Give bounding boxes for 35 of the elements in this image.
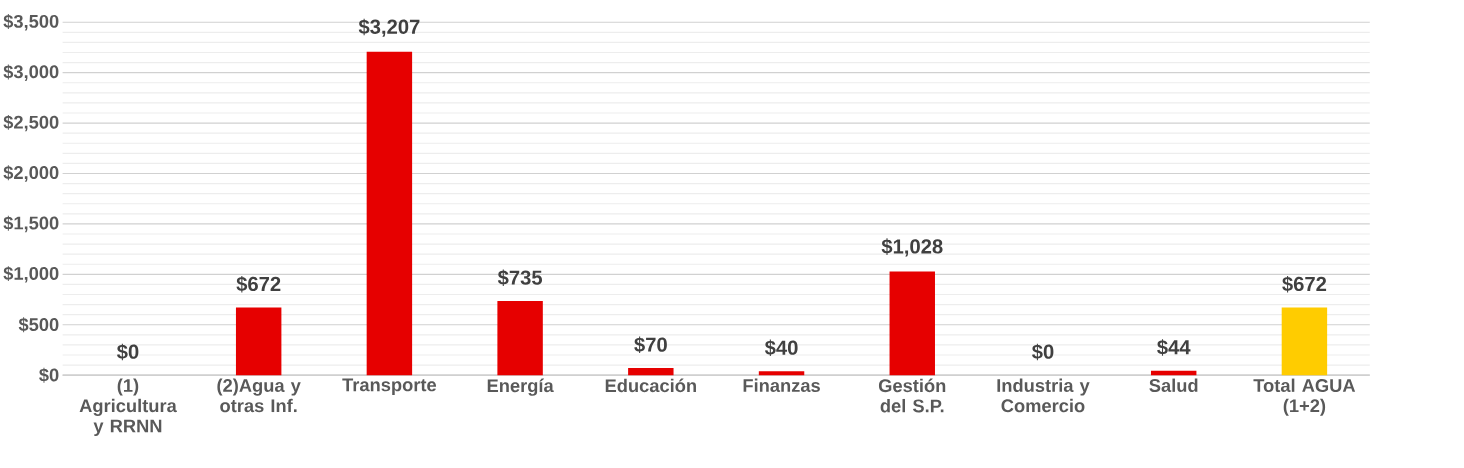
y-tick-label: $0 [39,367,59,383]
x-tick-label: Educación [605,378,696,393]
bar [497,301,543,376]
bar [889,271,935,376]
y-tick-label: $2,500 [3,114,59,132]
data-label: $3,207 [358,18,420,37]
bar [1281,307,1328,376]
data-label: $40 [764,339,798,357]
x-tick-label: (2)Agua y otras Inf. [217,378,301,413]
y-tick-label: $3,000 [3,64,59,81]
data-label: $1,028 [881,238,943,257]
data-label: $70 [634,336,667,354]
x-tick-label: Total AGUA (1+2) [1253,378,1356,416]
x-tick-label: Salud [1149,378,1198,393]
y-tick-label: $1,500 [3,215,59,233]
x-tick-label: Industria y Comercio [997,378,1090,413]
y-tick-label: $3,500 [3,14,59,31]
x-tick-label: Gestión del S.P. [878,378,946,413]
y-tick-label: $500 [18,317,59,333]
data-label: $672 [1282,275,1327,293]
bar [758,371,805,376]
data-label: $735 [497,269,543,287]
x-tick-label: Transporte [342,378,437,395]
data-label: $672 [236,275,281,293]
data-label: $44 [1157,339,1191,356]
x-tick-label: Energía [487,378,554,396]
data-label: $0 [1032,343,1054,361]
data-label: $0 [116,343,139,361]
x-tick-label: (1) Agricultura y RRNN [79,378,177,437]
x-tick-label: Finanzas [743,378,820,393]
y-tick-label: $2,000 [3,165,59,182]
bar [366,51,413,376]
bar [235,307,282,376]
y-tick-label: $1,000 [3,266,59,283]
bar [628,368,674,376]
